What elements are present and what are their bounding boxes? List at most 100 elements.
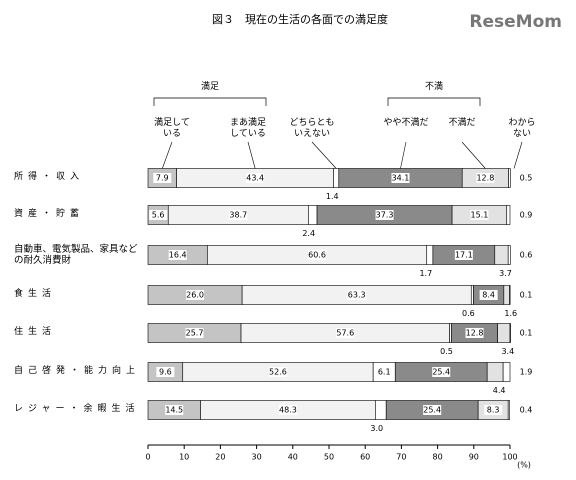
value-label-bg <box>268 367 287 377</box>
value-label-bg <box>308 250 327 260</box>
leader-line <box>247 141 256 169</box>
group-label: 不満 <box>424 82 443 92</box>
value-label-bg <box>246 173 265 183</box>
value-label: 2.4 <box>302 229 315 238</box>
value-label-bg <box>153 173 172 183</box>
value-label-bg <box>185 328 204 338</box>
category-label: 自己啓発・能力向上 <box>14 366 141 376</box>
value-label-bg <box>165 405 184 415</box>
value-label: 16.4 <box>169 251 187 260</box>
legend-label: まあ満足している <box>229 118 266 139</box>
value-label-bg <box>454 250 473 260</box>
value-label: 8.4 <box>482 291 495 300</box>
category-label: レジャー・余暇生活 <box>14 404 140 414</box>
value-label: 6.1 <box>378 368 391 377</box>
value-label-bg <box>278 405 297 415</box>
value-label-bg <box>479 290 498 300</box>
value-label: 37.3 <box>376 211 394 220</box>
bar-segment <box>502 362 511 382</box>
value-label: 26.0 <box>186 291 204 300</box>
leader-line <box>513 141 523 169</box>
bar-segment <box>494 245 509 265</box>
bar-segment <box>486 362 504 382</box>
value-label: 34.1 <box>392 174 410 183</box>
value-label-bg <box>476 173 495 183</box>
value-label: 48.3 <box>279 406 297 415</box>
value-label: 1.6 <box>504 309 517 318</box>
value-label-bg <box>465 328 484 338</box>
value-label-bg <box>229 210 248 220</box>
category-label: 資産・貯蓄 <box>14 209 85 219</box>
value-label: 1.9 <box>520 368 533 377</box>
legend-label: 満足している <box>154 118 190 139</box>
value-label: 0.1 <box>520 291 533 300</box>
value-label: 3.4 <box>501 347 514 356</box>
x-tick-label: 80 <box>433 453 443 462</box>
value-label: 15.1 <box>471 211 489 220</box>
category-label: 所得・収入 <box>14 172 85 182</box>
bar-segment <box>375 400 387 420</box>
value-label: 1.7 <box>419 269 432 278</box>
value-label-bg <box>375 367 394 377</box>
value-label-bg <box>423 405 442 415</box>
bar-segment <box>497 323 511 343</box>
x-tick-label: 70 <box>396 453 406 462</box>
value-label: 57.6 <box>336 329 354 338</box>
value-label: 52.6 <box>269 368 287 377</box>
x-unit: (%) <box>517 461 531 470</box>
group-bracket <box>387 97 481 106</box>
value-label: 3.7 <box>499 269 512 278</box>
value-label-bg <box>186 290 205 300</box>
value-label: 4.4 <box>493 386 506 395</box>
value-label: 25.7 <box>186 329 204 338</box>
chart-title: 図３ 現在の生活の各面での満足度 <box>212 12 388 26</box>
value-label: 60.6 <box>308 251 326 260</box>
value-label-bg <box>168 250 187 260</box>
x-tick-label: 60 <box>360 453 370 462</box>
value-label: 25.4 <box>423 406 441 415</box>
bar-segment <box>508 168 511 188</box>
value-label: 9.6 <box>159 368 172 377</box>
value-label-bg <box>391 173 410 183</box>
value-label-bg <box>484 405 503 415</box>
group-label: 満足 <box>200 82 219 92</box>
value-label: 0.6 <box>462 309 475 318</box>
value-label: 12.8 <box>476 174 494 183</box>
value-label: 12.8 <box>466 329 484 338</box>
legend-label: わからない <box>508 118 536 139</box>
x-tick-label: 50 <box>324 453 334 462</box>
value-label: 43.4 <box>246 174 264 183</box>
value-label-bg <box>149 210 168 220</box>
bar-segment <box>503 285 510 305</box>
value-label: 25.4 <box>432 368 450 377</box>
bar-segment <box>506 205 511 225</box>
bar-segment <box>507 400 510 420</box>
value-label: 0.1 <box>520 329 533 338</box>
x-tick-label: 90 <box>469 453 479 462</box>
value-label: 5.6 <box>152 211 165 220</box>
value-label: 0.9 <box>520 211 533 220</box>
value-label: 38.7 <box>229 211 247 220</box>
group-bracket <box>153 97 267 106</box>
value-label-bg <box>432 367 451 377</box>
x-tick-label: 20 <box>215 453 225 462</box>
value-label: 0.6 <box>520 251 533 260</box>
value-label: 0.5 <box>440 347 453 356</box>
legend-label: どちらともいえない <box>289 118 335 139</box>
value-label: 17.1 <box>455 251 473 260</box>
logo: ReseMom <box>469 12 562 32</box>
leader-line <box>461 141 486 169</box>
value-label-bg <box>470 210 489 220</box>
bar-segment <box>507 245 511 265</box>
value-label: 0.4 <box>520 406 533 415</box>
category-label: 食生活 <box>14 289 57 299</box>
value-label: 8.3 <box>487 406 500 415</box>
value-label: 1.4 <box>326 192 339 201</box>
x-tick-label: 30 <box>252 453 262 462</box>
x-tick-label: 100 <box>502 453 517 462</box>
value-label-bg <box>336 328 355 338</box>
value-label-bg <box>347 290 366 300</box>
category-label: 自動車、電気製品、家具などの耐久消費財 <box>14 244 138 266</box>
